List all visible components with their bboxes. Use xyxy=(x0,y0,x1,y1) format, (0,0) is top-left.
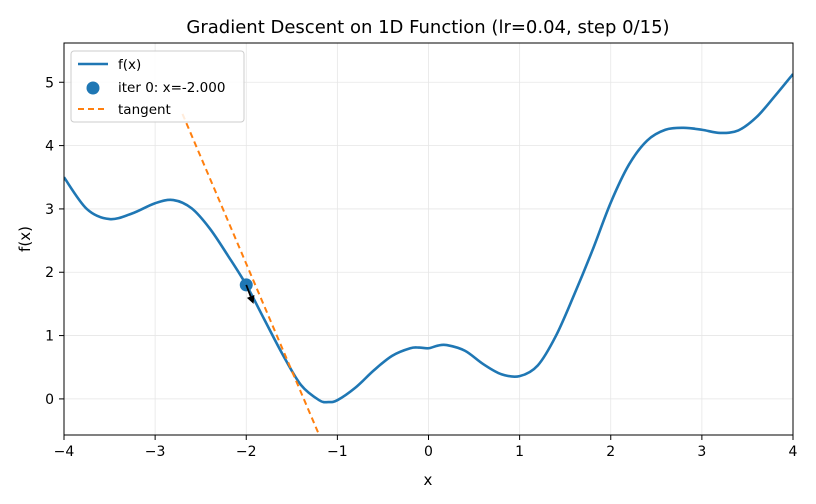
series-line-fx xyxy=(64,73,793,404)
legend: f(x) iter 0: x=-2.000 tangent xyxy=(70,50,245,123)
x-tick-label: 4 xyxy=(789,444,798,460)
x-tick-label: −3 xyxy=(145,444,166,460)
step-arrow-shaft xyxy=(245,284,252,297)
y-tick-label: 5 xyxy=(45,75,54,91)
plot-content xyxy=(64,73,793,435)
x-tick-label: 2 xyxy=(606,444,615,460)
x-tick-label: 3 xyxy=(697,444,706,460)
legend-label-fx: f(x) xyxy=(118,57,141,73)
y-tick-label: 1 xyxy=(45,329,54,345)
y-tick-label: 2 xyxy=(45,265,54,281)
x-tick-label: 0 xyxy=(424,444,433,460)
y-tick-label: 4 xyxy=(45,139,54,155)
legend-swatch-iterate xyxy=(86,81,100,95)
axis-ticks: −4 −3 −2 −1 0 1 2 3 4 0 1 2 3 4 5 xyxy=(45,75,797,460)
x-tick-label: −2 xyxy=(236,444,257,460)
x-axis-label: x xyxy=(424,471,433,489)
x-tick-label: 1 xyxy=(515,444,524,460)
y-axis-label: f(x) xyxy=(16,226,34,252)
x-tick-label: −1 xyxy=(327,444,348,460)
y-tick-label: 0 xyxy=(45,392,54,408)
x-tick-label: −4 xyxy=(54,444,75,460)
y-tick-label: 3 xyxy=(45,202,54,218)
chart-title: Gradient Descent on 1D Function (lr=0.04… xyxy=(186,17,669,38)
legend-label-iterate: iter 0: x=-2.000 xyxy=(118,80,225,96)
series-line-tangent xyxy=(181,113,321,435)
step-arrow-head xyxy=(246,295,255,304)
legend-box xyxy=(70,50,245,123)
legend-label-tangent: tangent xyxy=(118,102,171,118)
